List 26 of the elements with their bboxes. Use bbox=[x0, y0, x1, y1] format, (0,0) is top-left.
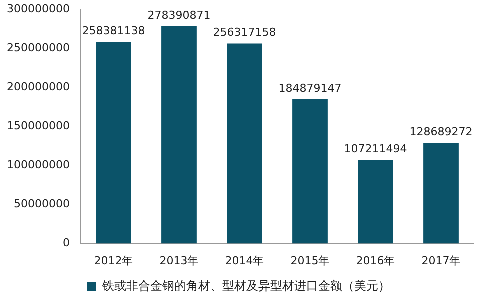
x-tick-label: 2012年 bbox=[94, 254, 134, 268]
bar bbox=[292, 99, 328, 244]
data-label: 184879147 bbox=[278, 82, 342, 95]
data-label: 258381138 bbox=[82, 24, 146, 38]
y-tick-label: 0 bbox=[62, 236, 70, 250]
y-tick-label: 50000000 bbox=[14, 198, 70, 211]
x-tick-label: 2013年 bbox=[160, 254, 199, 268]
x-tick-label: 2017年 bbox=[422, 254, 461, 268]
x-tick-label: 2015年 bbox=[290, 254, 330, 268]
y-tick-label: 250000000 bbox=[6, 41, 70, 54]
y-tick-label: 150000000 bbox=[6, 120, 70, 133]
x-tick-label: 2014年 bbox=[225, 254, 264, 268]
bar bbox=[162, 26, 197, 244]
data-label: 278390871 bbox=[148, 8, 211, 22]
y-tick-label: 300000000 bbox=[6, 2, 70, 16]
bar bbox=[424, 143, 459, 244]
y-tick-label: 200000000 bbox=[6, 80, 70, 94]
y-tick-label: 100000000 bbox=[6, 158, 70, 172]
bar bbox=[358, 160, 394, 244]
x-tick-label: 2016年 bbox=[356, 254, 396, 268]
data-label: 107211494 bbox=[344, 142, 408, 156]
bar bbox=[96, 42, 132, 244]
data-label: 128689272 bbox=[410, 126, 473, 139]
data-label: 256317158 bbox=[213, 26, 276, 40]
bar bbox=[227, 44, 262, 244]
legend-label: 铁或非合金钢的角材、型材及异型材进口金额（美元） bbox=[102, 279, 390, 294]
